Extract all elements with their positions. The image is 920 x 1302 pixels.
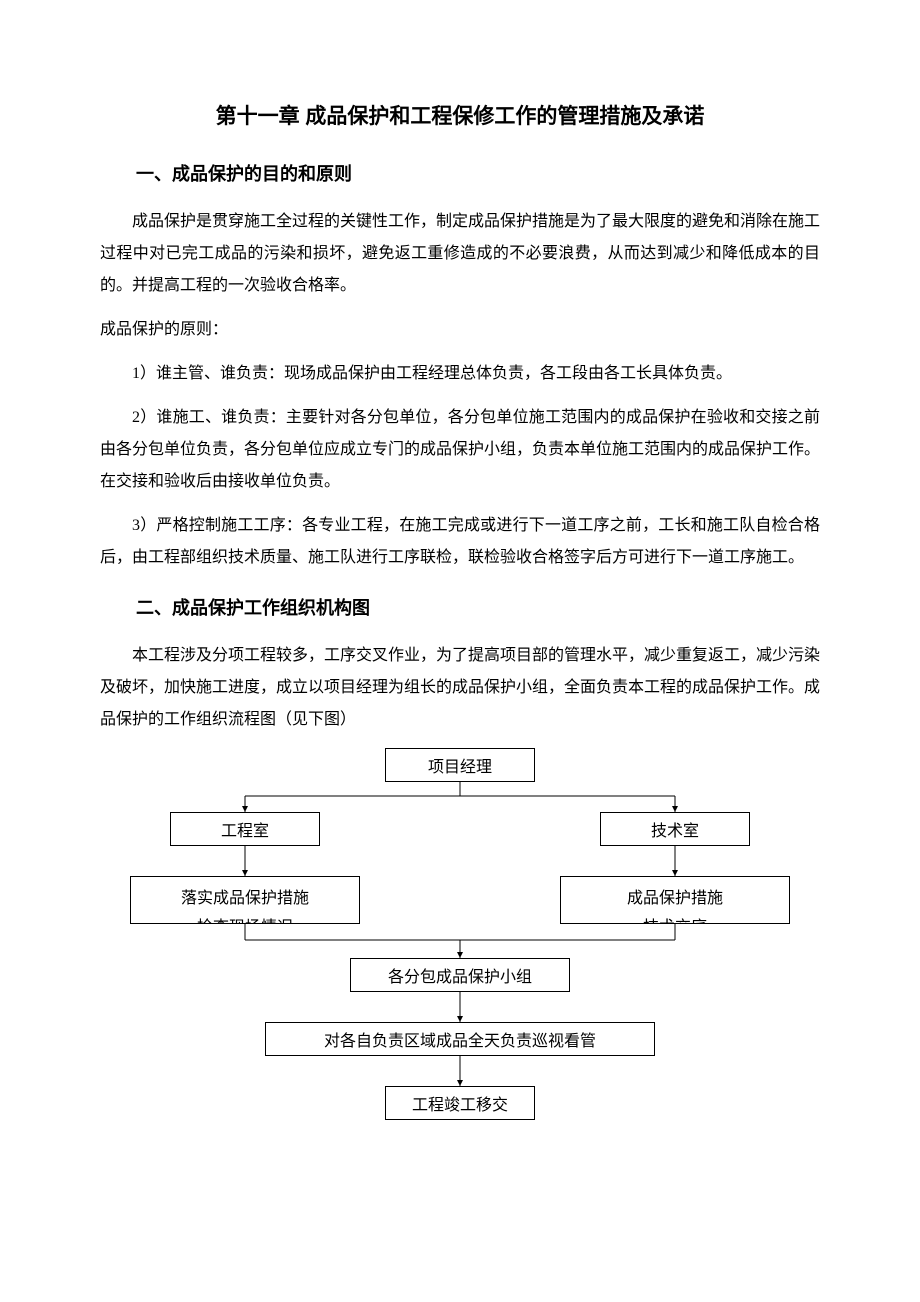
flow-node-implement-measures: 落实成品保护措施 检查现场情况 [130,876,360,924]
flow-node-project-manager: 项目经理 [385,748,535,782]
flow-node-subcontractor-team: 各分包成品保护小组 [350,958,570,992]
flow-label-line2: 检查现场情况 [131,914,359,924]
flow-label: 项目经理 [428,753,492,777]
flow-label-line2: 技术交底 [561,914,789,924]
s1-paragraph-3: 1）谁主管、谁负责：现场成品保护由工程经理总体负责，各工段由各工长具体负责。 [100,358,820,390]
flow-node-engineering-office: 工程室 [170,812,320,846]
flow-label: 工程竣工移交 [412,1091,508,1115]
chapter-title: 第十一章 成品保护和工程保修工作的管理措施及承诺 [100,100,820,130]
flow-node-handover: 工程竣工移交 [385,1086,535,1120]
org-flowchart: 项目经理 工程室 技术室 落实成品保护措施 检查现场情况 成品保护措施 技术交底… [100,748,820,1148]
flow-label: 技术室 [651,817,699,841]
document-page: 第十一章 成品保护和工程保修工作的管理措施及承诺 一、成品保护的目的和原则 成品… [0,0,920,1302]
section-2-heading: 二、成品保护工作组织机构图 [136,594,820,620]
flow-label: 各分包成品保护小组 [388,963,532,987]
section-1-heading: 一、成品保护的目的和原则 [136,160,820,186]
flow-node-protection-measures: 成品保护措施 技术交底 [560,876,790,924]
flow-label-line1: 落实成品保护措施 [131,885,359,914]
flow-label: 工程室 [221,817,269,841]
s1-paragraph-1: 成品保护是贯穿施工全过程的关键性工作，制定成品保护措施是为了最大限度的避免和消除… [100,206,820,302]
s1-paragraph-5: 3）严格控制施工工序：各专业工程，在施工完成或进行下一道工序之前，工长和施工队自… [100,510,820,574]
flow-label: 对各自负责区域成品全天负责巡视看管 [324,1027,596,1051]
flow-node-patrol: 对各自负责区域成品全天负责巡视看管 [265,1022,655,1056]
s1-paragraph-2: 成品保护的原则： [100,314,820,346]
s1-paragraph-4: 2）谁施工、谁负责：主要针对各分包单位，各分包单位施工范围内的成品保护在验收和交… [100,402,820,498]
flow-label-line1: 成品保护措施 [561,885,789,914]
s2-paragraph-1: 本工程涉及分项工程较多，工序交叉作业，为了提高项目部的管理水平，减少重复返工，减… [100,640,820,736]
flow-node-technical-office: 技术室 [600,812,750,846]
